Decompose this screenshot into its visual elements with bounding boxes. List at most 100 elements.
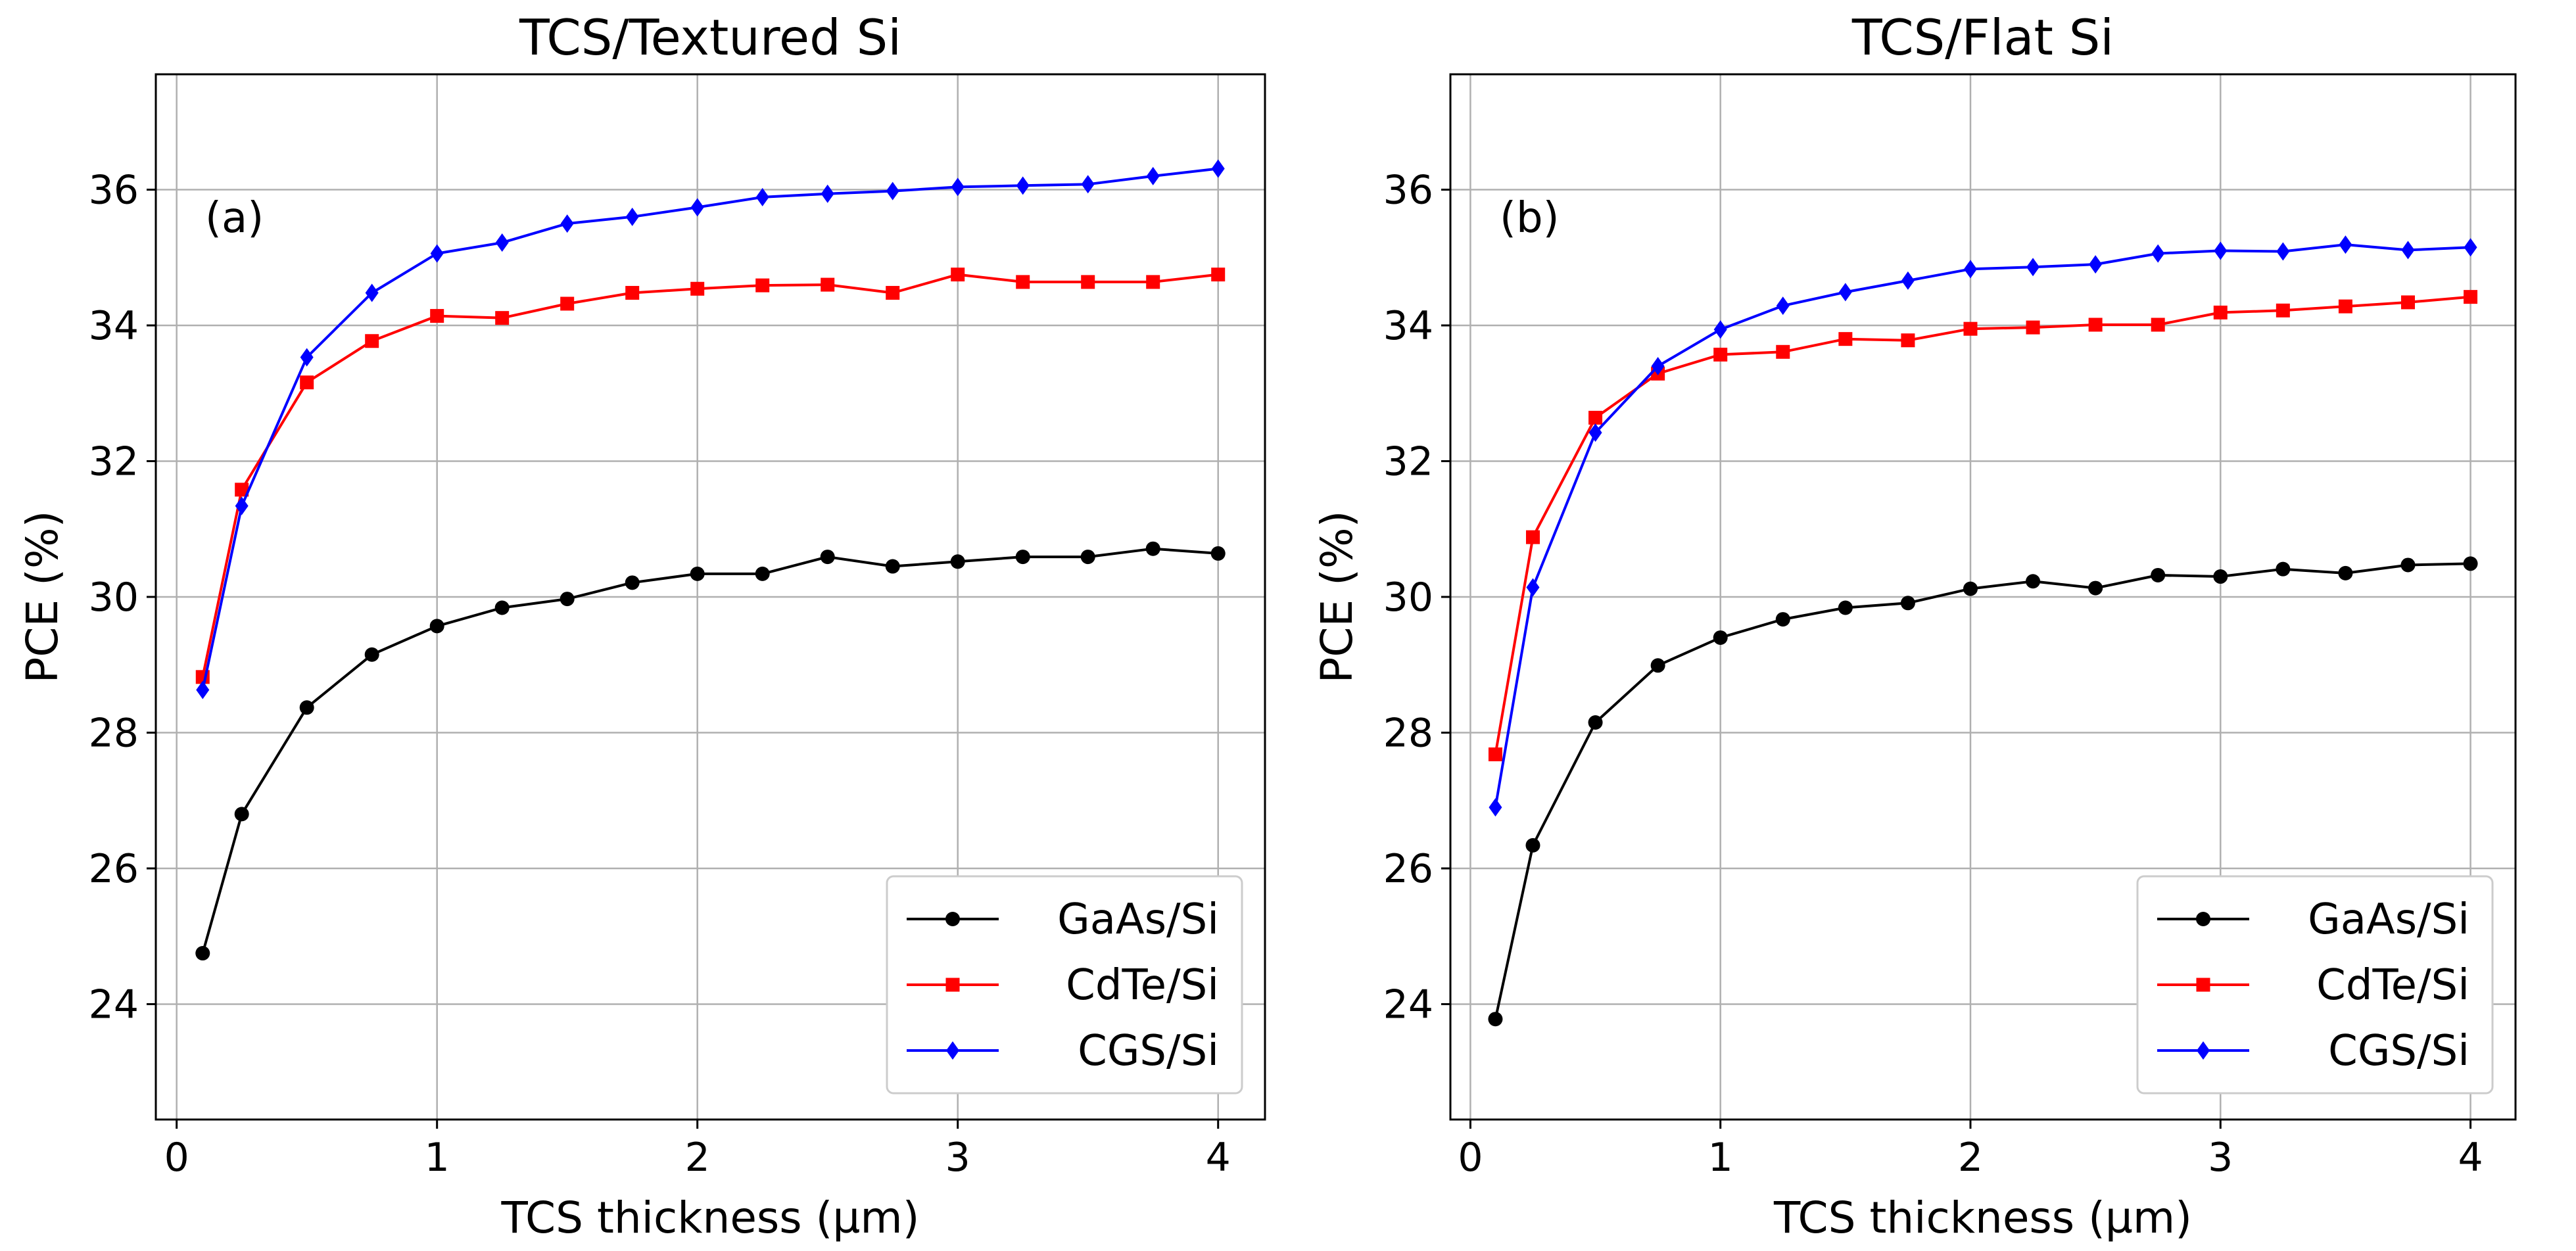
legend: GaAs/Si CdTe/Si CGS/Si [886,875,1243,1095]
data-point [625,207,639,226]
legend-label: GaAs/Si [2308,895,2469,944]
data-point [495,311,510,325]
series-cgs-si [196,159,1225,699]
data-point [2151,567,2166,582]
legend-marker [2196,978,2210,992]
legend-item: GaAs/Si [907,895,1219,944]
data-point [1210,546,1226,561]
y-tick-label: 24 [1383,981,1433,1027]
chart-title: TCS/Flat Si [1851,9,2114,66]
y-tick-label: 28 [89,710,139,756]
data-point [365,334,379,348]
data-point [299,700,314,715]
data-point [950,554,965,569]
data-point [2464,238,2477,257]
data-point [2276,561,2291,577]
series-gaas-si [195,541,1226,961]
data-point [1963,260,1977,279]
y-tick-label: 30 [89,575,139,621]
data-point [300,375,314,390]
data-point [1211,268,1226,282]
data-point [690,566,705,581]
data-point [886,285,900,300]
legend-label: CdTe/Si [2316,961,2469,1010]
data-point [1081,175,1095,194]
data-point [951,177,965,197]
legend-label: CGS/Si [1078,1027,1219,1075]
y-tick-label: 36 [89,168,139,214]
data-point [1776,344,1790,359]
x-tick-label: 3 [2208,1135,2233,1181]
data-point [196,680,210,699]
y-tick-label: 32 [1383,439,1433,485]
data-point [755,566,770,581]
data-point [1015,550,1030,565]
data-point [885,559,900,574]
y-tick-label: 24 [89,981,139,1027]
data-point [1489,798,1502,817]
data-point [2276,242,2290,261]
legend-frame [886,875,1243,1095]
series-gaas-si [1488,556,2478,1027]
panel-label: (a) [205,194,264,243]
data-point [1588,715,1603,730]
data-point [2213,569,2228,584]
data-point [1900,596,1915,611]
data-point [1146,166,1160,185]
data-point [560,296,575,311]
data-point [430,244,444,263]
data-point [494,600,510,615]
data-point [690,198,704,217]
data-point [1963,321,1978,336]
data-point [2339,235,2352,254]
data-point [625,285,640,300]
data-point [300,348,314,367]
x-tick-label: 1 [425,1135,450,1181]
x-axis-label: TCS thickness (µm) [1773,1192,2192,1243]
series-line [201,167,1218,690]
legend-marker [945,978,960,992]
data-point [755,187,769,206]
data-point [1525,838,1540,853]
data-point [1775,612,1790,627]
x-tick-label: 4 [2458,1135,2483,1181]
plot-frame [155,73,1266,1121]
legend-marker [2196,912,2210,926]
chart-title: TCS/Textured Si [519,9,901,66]
x-tick-label: 0 [164,1135,189,1181]
data-point [430,309,444,323]
x-tick-label: 0 [1458,1135,1483,1181]
data-point [1651,356,1665,375]
data-point [951,268,965,282]
data-point [1838,600,1853,615]
x-tick-label: 2 [1958,1135,1983,1181]
legend-item: GaAs/Si [2157,895,2469,944]
data-point [2088,580,2103,596]
y-axis-label: PCE (%) [1312,511,1362,684]
data-point [1713,320,1727,339]
data-point [2400,557,2416,573]
data-point [2026,320,2040,335]
data-point [2463,556,2478,571]
data-point [2213,305,2228,319]
data-point [2089,255,2103,274]
data-point [1146,275,1160,289]
data-point [1016,176,1030,195]
legend-label: CdTe/Si [1066,961,1219,1010]
legend-marker [2197,1041,2210,1060]
data-point [1526,578,1540,597]
legend-item: CGS/Si [907,1027,1219,1075]
panel-label: (b) [1500,194,1560,243]
data-point [495,233,509,252]
data-point [625,575,640,590]
data-point [1525,530,1540,544]
data-point [820,550,835,565]
data-point [2400,295,2415,310]
data-point [690,281,705,296]
data-point [195,946,210,961]
data-point [234,807,249,822]
data-point [1901,271,1915,290]
data-point [2214,241,2228,260]
